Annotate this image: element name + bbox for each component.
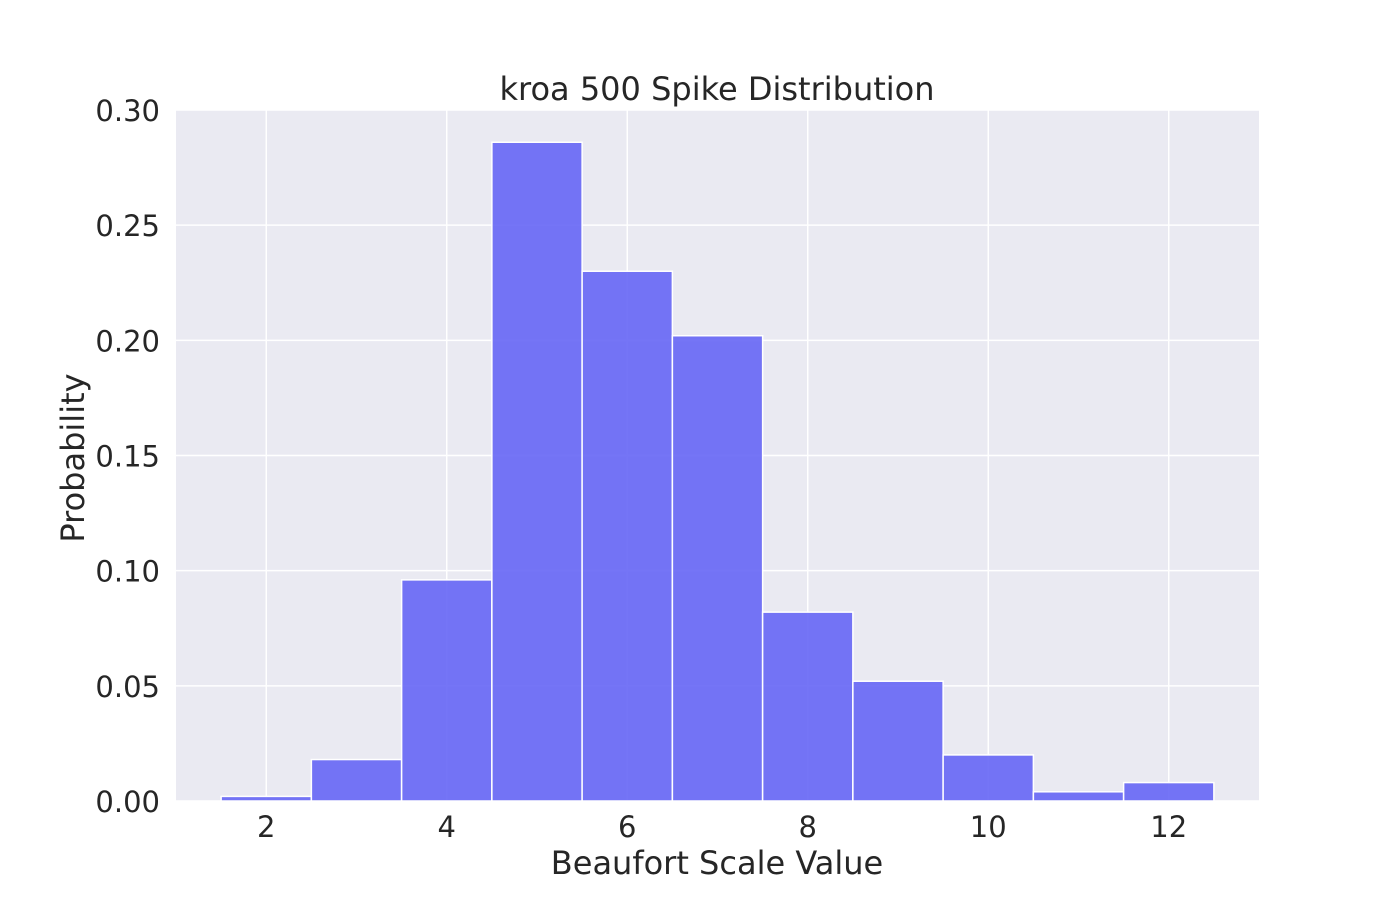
- y-tick-label: 0.25: [95, 209, 160, 243]
- y-tick-label: 0.10: [95, 555, 160, 589]
- histogram-bar: [671, 334, 764, 802]
- x-tick-labels: 2 4 6 8 10 12: [257, 810, 1187, 844]
- bars: [220, 141, 1215, 802]
- y-tick-label: 0.05: [95, 670, 160, 704]
- y-tick-labels: 0.00 0.05 0.10 0.15 0.20 0.25 0.30: [95, 94, 160, 819]
- x-tick-label: 6: [618, 810, 636, 844]
- y-tick-label: 0.00: [95, 785, 160, 819]
- y-tick-label: 0.30: [95, 94, 160, 128]
- chart-title: kroa 500 Spike Distribution: [499, 70, 934, 108]
- x-tick-label: 8: [799, 810, 817, 844]
- histogram-bar: [581, 270, 674, 802]
- y-tick-label: 0.15: [95, 440, 160, 474]
- x-axis-label: Beaufort Scale Value: [551, 844, 883, 882]
- histogram-bar: [310, 758, 403, 802]
- x-tick-label: 10: [970, 810, 1007, 844]
- histogram-bar: [1122, 781, 1215, 802]
- histogram-bar: [491, 141, 583, 802]
- y-tick-label: 0.20: [95, 324, 160, 358]
- x-tick-label: 4: [438, 810, 456, 844]
- x-tick-label: 2: [257, 810, 275, 844]
- histogram-bar: [1032, 791, 1125, 802]
- histogram-bar: [852, 680, 944, 802]
- histogram-bar: [761, 611, 854, 802]
- x-tick-label: 12: [1150, 810, 1187, 844]
- y-axis-label: Probability: [54, 373, 92, 542]
- histogram-bar: [942, 754, 1035, 802]
- histogram-bar: [400, 579, 493, 802]
- histogram-bar: [220, 795, 313, 802]
